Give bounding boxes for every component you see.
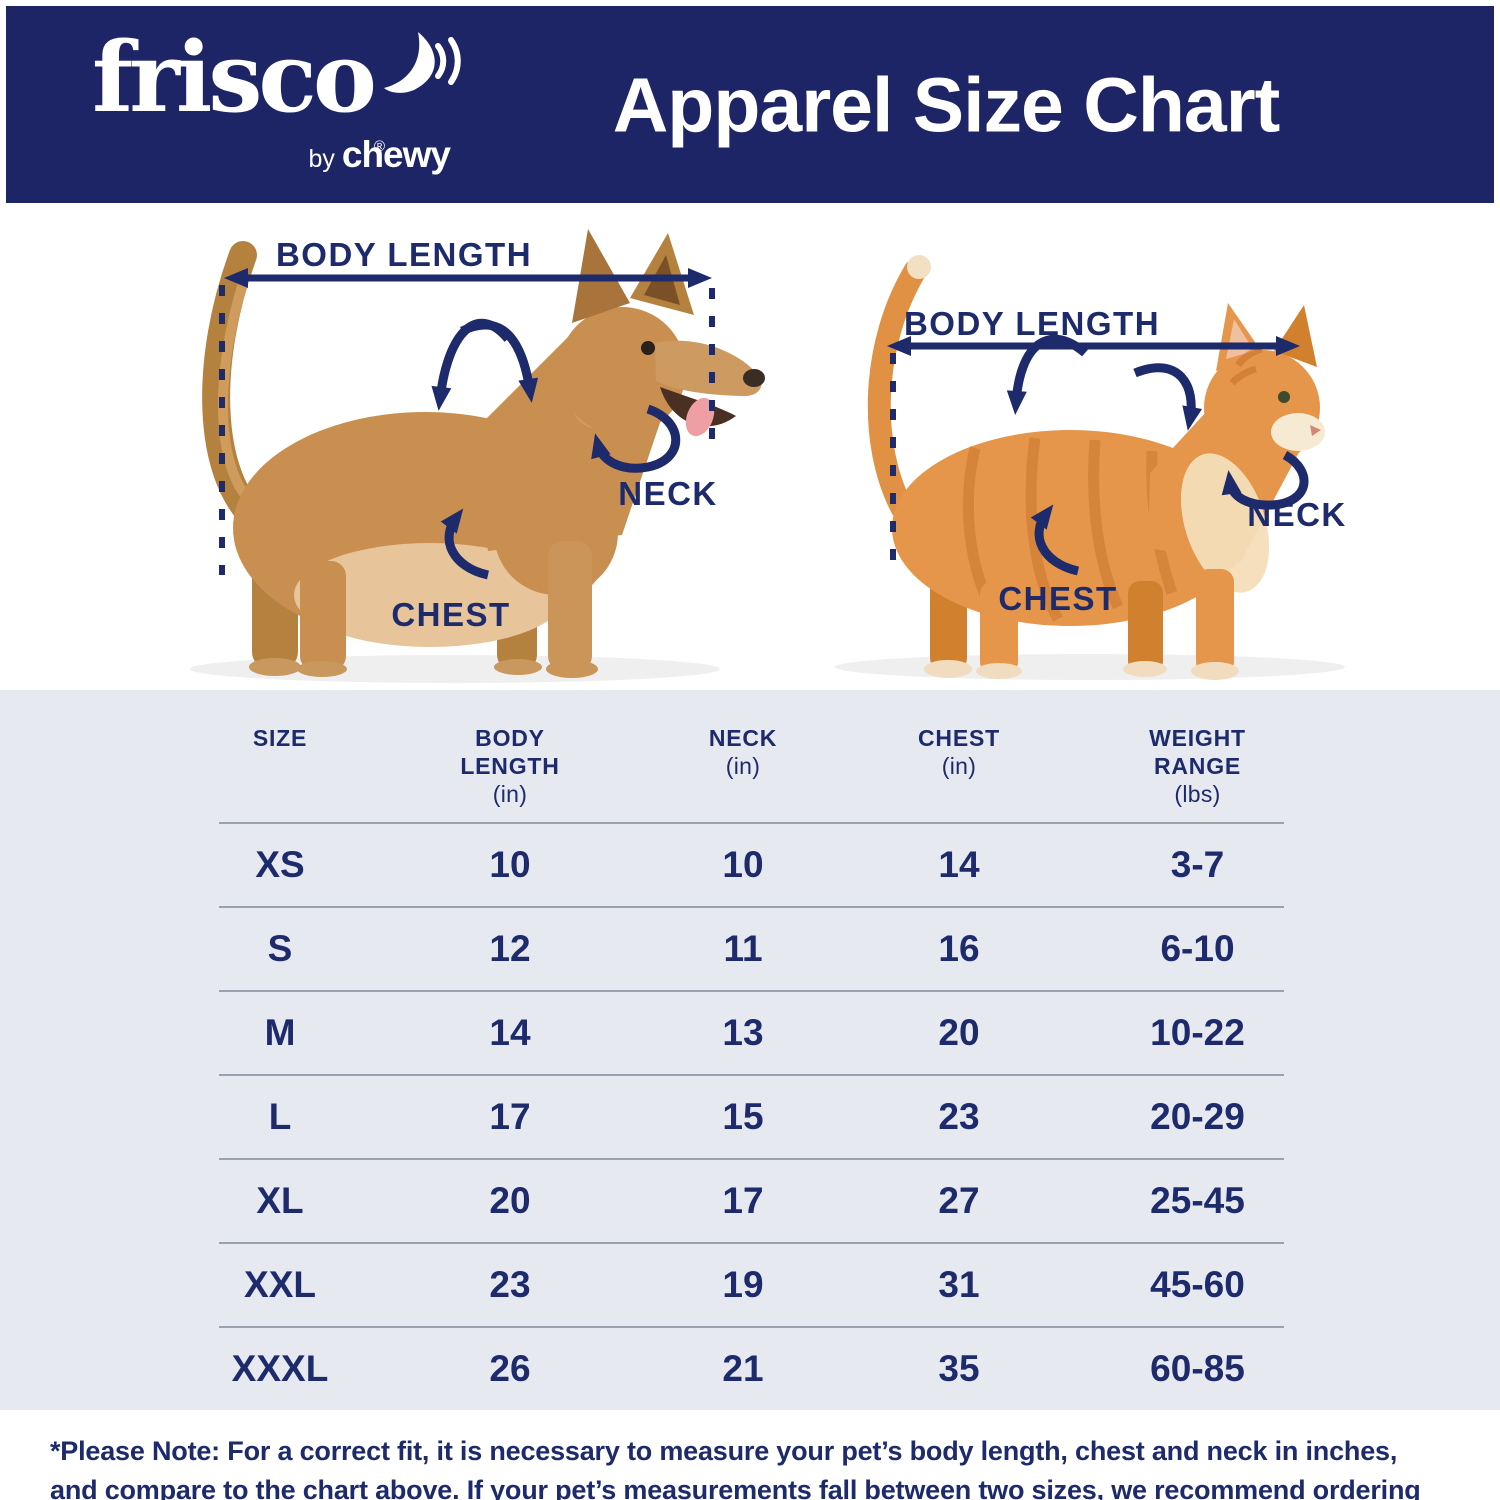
neck-cell: 11 bbox=[723, 928, 763, 969]
dog-chest-label: CHEST bbox=[391, 596, 511, 633]
pets-measurement-illustration bbox=[190, 229, 1345, 683]
neck-cell: 19 bbox=[722, 1264, 764, 1305]
registered-trademark-icon: ® bbox=[374, 138, 386, 155]
cat-back-arrow-right bbox=[1133, 363, 1203, 431]
size-cell: L bbox=[268, 1096, 292, 1137]
cat-back-arrow-left bbox=[1006, 334, 1088, 415]
weight-range-cell: 10-22 bbox=[1150, 1012, 1245, 1053]
size-table-section: SIZE BODY LENGTH (in) NECK (in) CHEST (i… bbox=[0, 690, 1500, 1410]
cat-shadow bbox=[835, 654, 1345, 680]
frisco-logo: frisco ® by chewy bbox=[92, 21, 461, 175]
dog-measurement-marks bbox=[219, 268, 715, 580]
header-band: frisco ® by chewy Apparel Size Chart bbox=[6, 6, 1494, 203]
column-header-label: SIZE bbox=[252, 725, 308, 751]
table-header-row: SIZE BODY LENGTH (in) NECK (in) CHEST (i… bbox=[219, 690, 1284, 822]
column-header-unit: (in) bbox=[941, 753, 977, 780]
column-header-label: WEIGHT RANGE bbox=[1149, 725, 1246, 780]
column-header-unit: (lbs) bbox=[1174, 781, 1221, 808]
body-length-cell: 14 bbox=[489, 1012, 531, 1053]
neck-cell: 21 bbox=[722, 1348, 764, 1389]
chest-cell: 14 bbox=[938, 844, 980, 885]
size-cell: M bbox=[264, 1012, 296, 1053]
size-cell: S bbox=[267, 928, 293, 969]
cat-chest-arrow bbox=[1030, 504, 1080, 576]
body-length-cell: 26 bbox=[489, 1348, 531, 1389]
weight-range-cell: 6-10 bbox=[1160, 928, 1235, 969]
cat-measurement-marks bbox=[887, 334, 1309, 576]
cat-illustration bbox=[867, 255, 1325, 680]
column-header-chest: CHEST (in) bbox=[807, 724, 1111, 822]
weight-range-cell: 20-29 bbox=[1150, 1096, 1245, 1137]
measurement-diagram-section: BODY LENGTH NECK CHEST BODY LENGTH NECK … bbox=[0, 203, 1500, 690]
neck-cell: 13 bbox=[722, 1012, 764, 1053]
dog-back-arrow-left bbox=[431, 318, 512, 411]
size-cell: XL bbox=[256, 1180, 304, 1221]
neck-cell: 10 bbox=[722, 844, 764, 885]
size-cell: XXL bbox=[244, 1264, 316, 1305]
chest-cell: 35 bbox=[938, 1348, 980, 1389]
size-cell: XXXL bbox=[231, 1348, 329, 1389]
table-row: S 12 11 16 6-10 bbox=[219, 906, 1284, 990]
dog-neck-label: NECK bbox=[618, 475, 718, 512]
byline-by-text: by bbox=[308, 145, 342, 173]
chest-cell: 27 bbox=[938, 1180, 980, 1221]
cat-tail-swoosh-icon bbox=[384, 32, 461, 93]
weight-range-cell: 45-60 bbox=[1150, 1264, 1245, 1305]
column-header-unit: (in) bbox=[725, 753, 761, 780]
column-header-label: BODY LENGTH bbox=[460, 725, 560, 780]
size-table-body: XS 10 10 14 3-7 S 12 11 16 6-10 M 14 13 20 10-22 L 17 15 2… bbox=[219, 822, 1284, 1410]
column-header-size: SIZE bbox=[219, 724, 341, 822]
footnote-section: *Please Note: For a correct fit, it is n… bbox=[0, 1410, 1500, 1500]
neck-cell: 15 bbox=[722, 1096, 764, 1137]
body-length-cell: 20 bbox=[489, 1180, 531, 1221]
column-header-weight-range: WEIGHT RANGE (lbs) bbox=[1111, 724, 1284, 822]
weight-range-cell: 25-45 bbox=[1150, 1180, 1245, 1221]
footnote-text: *Please Note: For a correct fit, it is n… bbox=[50, 1436, 1421, 1500]
table-row: XL 20 17 27 25-45 bbox=[219, 1158, 1284, 1242]
weight-range-cell: 60-85 bbox=[1150, 1348, 1245, 1389]
column-header-label: NECK bbox=[708, 725, 778, 751]
dog-back-arrow-right bbox=[460, 320, 539, 403]
table-row: M 14 13 20 10-22 bbox=[219, 990, 1284, 1074]
table-row: XS 10 10 14 3-7 bbox=[219, 822, 1284, 906]
table-row: L 17 15 23 20-29 bbox=[219, 1074, 1284, 1158]
body-length-cell: 17 bbox=[489, 1096, 531, 1137]
chest-cell: 23 bbox=[938, 1096, 980, 1137]
body-length-cell: 10 bbox=[489, 844, 531, 885]
cat-neck-arrow bbox=[1221, 451, 1309, 510]
body-length-cell: 12 bbox=[489, 928, 531, 969]
cat-body-length-label: BODY LENGTH bbox=[903, 305, 1161, 342]
chest-cell: 20 bbox=[938, 1012, 980, 1053]
neck-cell: 17 bbox=[722, 1180, 764, 1221]
dog-chest-arrow bbox=[440, 508, 490, 580]
cat-neck-label: NECK bbox=[1247, 496, 1347, 533]
cat-chest-label: CHEST bbox=[998, 580, 1118, 617]
column-header-label: CHEST bbox=[918, 725, 1000, 751]
table-row: XXXL 26 21 35 60-85 bbox=[219, 1326, 1284, 1410]
chewy-wordmark: chewy bbox=[341, 134, 451, 175]
frisco-logo-wordmark: frisco bbox=[92, 21, 377, 134]
chest-cell: 16 bbox=[938, 928, 980, 969]
chest-cell: 31 bbox=[938, 1264, 980, 1305]
chewy-byline: by chewy bbox=[220, 134, 451, 176]
size-table: SIZE BODY LENGTH (in) NECK (in) CHEST (i… bbox=[219, 690, 1284, 1410]
page-title: Apparel Size Chart bbox=[612, 62, 1281, 149]
column-header-body-length: BODY LENGTH (in) bbox=[341, 724, 679, 822]
size-cell: XS bbox=[255, 844, 305, 885]
weight-range-cell: 3-7 bbox=[1170, 844, 1225, 885]
dog-body-length-label: BODY LENGTH bbox=[275, 236, 533, 273]
column-header-neck: NECK (in) bbox=[679, 724, 807, 822]
table-row: XXL 23 19 31 45-60 bbox=[219, 1242, 1284, 1326]
column-header-unit: (in) bbox=[492, 781, 528, 808]
body-length-cell: 23 bbox=[489, 1264, 531, 1305]
dog-neck-arrow bbox=[591, 404, 681, 473]
